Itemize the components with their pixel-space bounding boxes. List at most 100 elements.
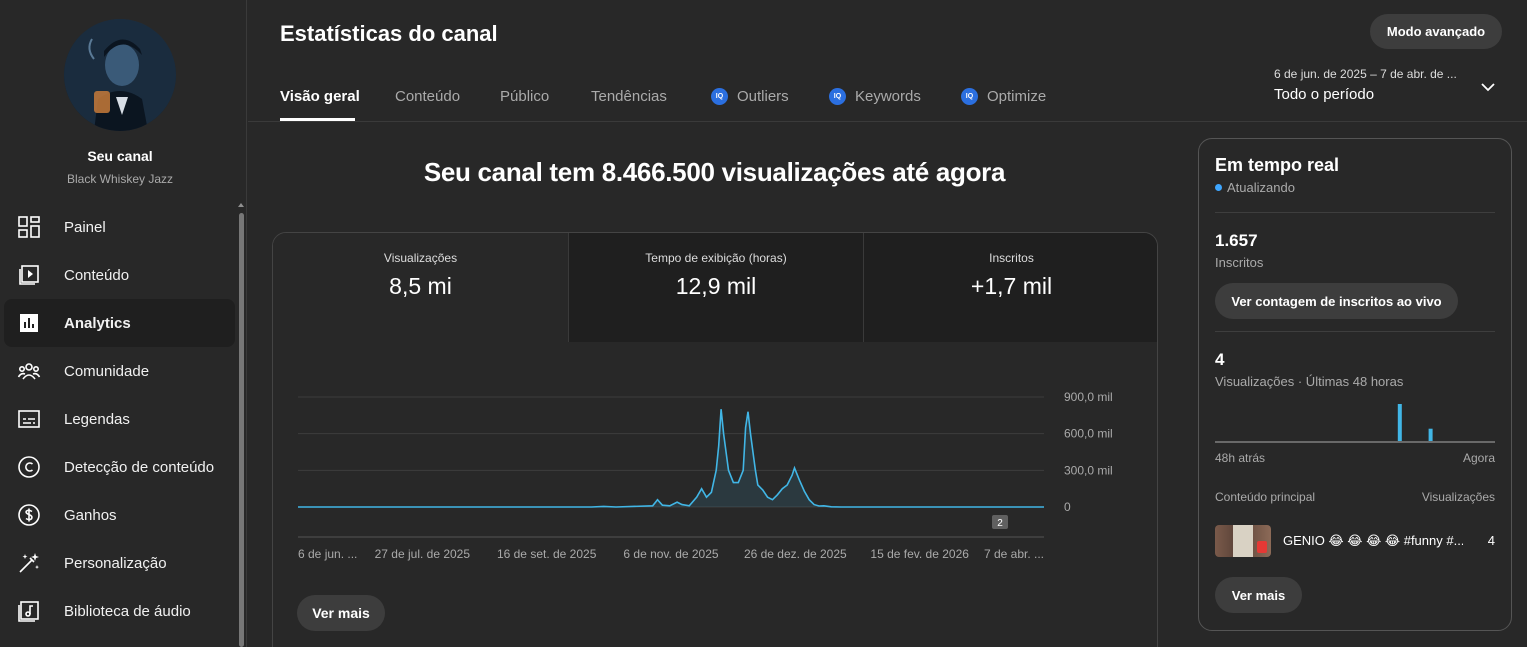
y-tick-label: 600,0 mil bbox=[1064, 427, 1113, 441]
sidebar-scrollbar[interactable] bbox=[239, 213, 244, 647]
x-tick-label: 16 de set. de 2025 bbox=[497, 547, 597, 561]
tab-keywords[interactable]: IQ Keywords bbox=[829, 88, 921, 105]
divider bbox=[1215, 212, 1495, 213]
sidebar-item-label: Ganhos bbox=[64, 506, 117, 524]
metric-views[interactable]: Visualizações 8,5 mi bbox=[273, 233, 568, 342]
tab-label: Keywords bbox=[855, 88, 921, 105]
top-content-item[interactable]: GENIO 😂 😂 😂 😂 #funny #... 4 bbox=[1215, 525, 1495, 557]
realtime-views-bar-chart[interactable] bbox=[1215, 399, 1495, 443]
chevron-down-icon[interactable] bbox=[1480, 80, 1496, 94]
tab-publico[interactable]: Público bbox=[500, 88, 549, 105]
sidebar-item-deteccao[interactable]: Detecção de conteúdo bbox=[4, 443, 235, 491]
x-tick-label: 7 de abr. ... bbox=[984, 547, 1044, 561]
sidebar-item-label: Painel bbox=[64, 218, 106, 236]
sidebar: Seu canal Black Whiskey Jazz Painel Cont… bbox=[0, 0, 247, 647]
analytics-icon bbox=[20, 314, 38, 332]
sidebar-item-painel[interactable]: Painel bbox=[4, 203, 235, 251]
subtitles-icon bbox=[18, 410, 40, 428]
sidebar-item-label: Comunidade bbox=[64, 362, 150, 380]
x-tick-label: 26 de dez. de 2025 bbox=[744, 547, 847, 561]
tab-visao-geral[interactable]: Visão geral bbox=[280, 88, 360, 105]
metric-label: Tempo de exibição (horas) bbox=[645, 251, 787, 265]
sidebar-item-legendas[interactable]: Legendas bbox=[4, 395, 235, 443]
mini-chart-left-label: 48h atrás bbox=[1215, 451, 1266, 465]
earn-icon bbox=[18, 504, 40, 526]
mini-chart-bar bbox=[1428, 428, 1433, 441]
mini-chart-bar bbox=[1397, 404, 1402, 441]
live-dot-icon bbox=[1215, 184, 1222, 191]
video-title[interactable]: GENIO 😂 😂 😂 😂 #funny #... bbox=[1283, 533, 1463, 548]
tab-tendencias[interactable]: Tendências bbox=[591, 88, 667, 105]
views-label: Visualizações · Últimas 48 horas bbox=[1215, 374, 1404, 389]
sidebar-item-comunidade[interactable]: Comunidade bbox=[4, 347, 235, 395]
sidebar-item-label: Analytics bbox=[64, 314, 131, 332]
sidebar-item-label: Legendas bbox=[64, 410, 130, 428]
realtime-title: Em tempo real bbox=[1215, 155, 1340, 175]
sidebar-item-label: Conteúdo bbox=[64, 266, 130, 284]
metric-watch-time[interactable]: Tempo de exibição (horas) 12,9 mil bbox=[568, 233, 863, 342]
top-content-header: Conteúdo principal bbox=[1215, 490, 1316, 504]
shorts-icon bbox=[1257, 541, 1267, 553]
mini-chart-right-label: Agora bbox=[1462, 451, 1495, 465]
copyright-icon bbox=[18, 456, 40, 478]
overview-card: Visualizações 8,5 mi Tempo de exibição (… bbox=[272, 232, 1158, 647]
metric-value: 8,5 mi bbox=[389, 273, 452, 299]
dashboard-icon bbox=[18, 216, 40, 238]
x-tick-label: 27 de jul. de 2025 bbox=[375, 547, 471, 561]
sidebar-item-conteudo[interactable]: Conteúdo bbox=[4, 251, 235, 299]
tab-label: Optimize bbox=[987, 88, 1047, 105]
avatar-illustration bbox=[64, 19, 176, 131]
sidebar-nav: Painel Conteúdo Analytics Comunidade Leg… bbox=[4, 203, 235, 635]
tab-label: Outliers bbox=[737, 88, 789, 105]
sidebar-item-label: Detecção de conteúdo bbox=[64, 458, 215, 476]
tab-label: Tendências bbox=[591, 88, 667, 105]
content-icon bbox=[19, 265, 39, 285]
sidebar-item-label: Personalização bbox=[64, 554, 167, 572]
channel-name: Black Whiskey Jazz bbox=[66, 172, 174, 186]
x-tick-label: 6 de jun. ... bbox=[298, 547, 357, 561]
metric-subscribers[interactable]: Inscritos +1,7 mil bbox=[863, 233, 1157, 342]
sidebar-item-personalizacao[interactable]: Personalização bbox=[4, 539, 235, 587]
chart-marker[interactable]: 2 bbox=[992, 515, 1008, 529]
iq-badge-icon: IQ bbox=[961, 88, 978, 105]
marker-badge: 2 bbox=[997, 518, 1003, 529]
channel-avatar[interactable] bbox=[64, 19, 176, 131]
date-range-text[interactable]: 6 de jun. de 2025 – 7 de abr. de ... bbox=[1274, 67, 1457, 81]
x-tick-label: 6 de nov. de 2025 bbox=[623, 547, 719, 561]
tab-label: Público bbox=[500, 88, 550, 105]
video-views: 4 bbox=[1487, 533, 1495, 548]
metric-value: +1,7 mil bbox=[970, 273, 1053, 299]
tab-optimize[interactable]: IQ Optimize bbox=[961, 88, 1046, 105]
tab-conteudo[interactable]: Conteúdo bbox=[395, 88, 460, 105]
channel-views-headline: Seu canal tem 8.466.500 visualizações at… bbox=[423, 157, 1006, 187]
advanced-mode-button[interactable]: Modo avançado bbox=[1370, 14, 1502, 49]
x-tick-label: 15 de fev. de 2026 bbox=[870, 547, 969, 561]
live-subscriber-count-button[interactable]: Ver contagem de inscritos ao vivo bbox=[1215, 283, 1458, 319]
y-tick-label: 300,0 mil bbox=[1064, 463, 1113, 477]
iq-badge-icon: IQ bbox=[829, 88, 846, 105]
audio-library-icon bbox=[18, 601, 39, 622]
sidebar-item-ganhos[interactable]: Ganhos bbox=[4, 491, 235, 539]
y-tick-label: 0 bbox=[1064, 500, 1071, 514]
see-more-button[interactable]: Ver mais bbox=[297, 595, 385, 631]
channel-title: Seu canal bbox=[87, 148, 153, 164]
divider bbox=[1215, 331, 1495, 332]
header-divider bbox=[248, 121, 1527, 122]
realtime-status: Atualizando bbox=[1215, 180, 1295, 195]
sidebar-item-analytics[interactable]: Analytics bbox=[4, 299, 235, 347]
scroll-up-arrow-icon[interactable] bbox=[238, 203, 244, 207]
date-period-select[interactable]: Todo o período bbox=[1274, 86, 1375, 103]
marker-badge-bg bbox=[992, 515, 1008, 529]
video-thumbnail[interactable] bbox=[1215, 525, 1271, 557]
iq-badge-icon: IQ bbox=[711, 88, 728, 105]
sidebar-item-label: Biblioteca de áudio bbox=[64, 602, 191, 620]
realtime-see-more-button[interactable]: Ver mais bbox=[1215, 577, 1302, 613]
views-line-chart[interactable]: 900,0 mil 600,0 mil 300,0 mil 0 6 de jun. .… bbox=[273, 233, 1158, 593]
sidebar-item-audio[interactable]: Biblioteca de áudio bbox=[4, 587, 235, 635]
active-tab-underline bbox=[280, 118, 355, 121]
community-icon bbox=[17, 363, 41, 380]
realtime-panel: Em tempo real Atualizando 1.657 Inscrito… bbox=[1198, 138, 1512, 631]
subscribers-value: 1.657 bbox=[1215, 231, 1258, 250]
tab-outliers[interactable]: IQ Outliers bbox=[711, 88, 789, 105]
